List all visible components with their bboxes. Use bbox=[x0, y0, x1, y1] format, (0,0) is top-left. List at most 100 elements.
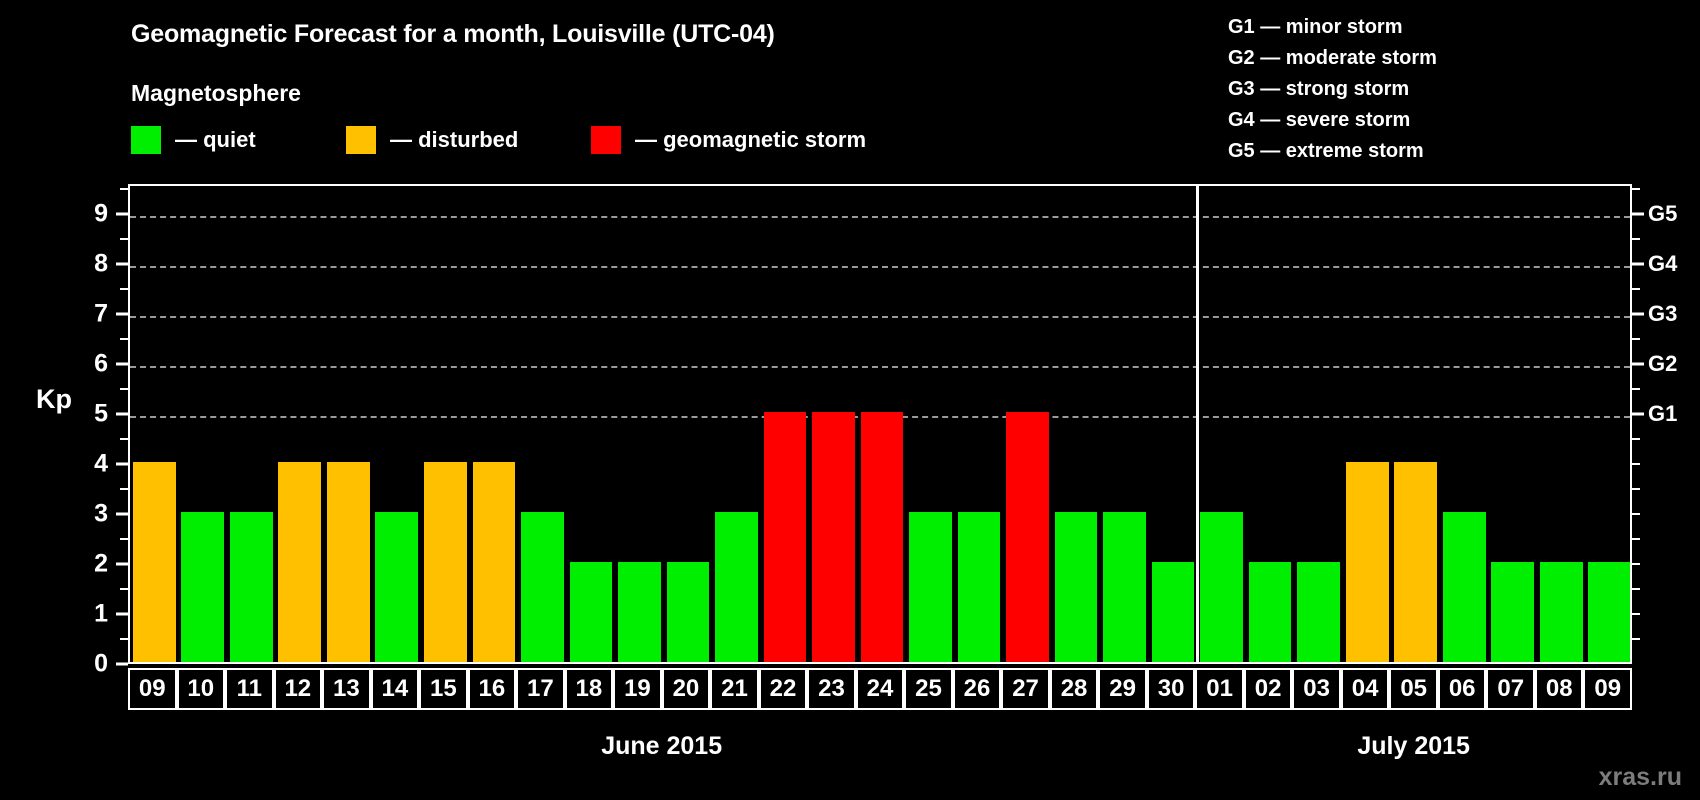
g-scale-row: G4 — severe storm bbox=[1228, 109, 1411, 131]
day-label-box[interactable]: 05 bbox=[1389, 668, 1438, 710]
bar[interactable] bbox=[666, 562, 710, 662]
day-label-box[interactable]: 01 bbox=[1195, 668, 1244, 710]
day-label-box[interactable]: 09 bbox=[1583, 668, 1632, 710]
g-tick-minor bbox=[1632, 438, 1640, 440]
bar[interactable] bbox=[1006, 412, 1049, 662]
page-title: Geomagnetic Forecast for a month, Louisv… bbox=[131, 20, 775, 48]
g-tick-minor bbox=[1632, 238, 1640, 240]
bar[interactable] bbox=[1054, 512, 1098, 662]
y-tick-minor bbox=[120, 488, 128, 490]
day-label-box[interactable]: 12 bbox=[273, 668, 323, 710]
g-tick-minor bbox=[1632, 538, 1640, 540]
day-label-box[interactable]: 11 bbox=[225, 668, 274, 710]
y-tick-mark bbox=[116, 262, 128, 266]
bar[interactable] bbox=[812, 412, 855, 662]
day-label-box[interactable]: 02 bbox=[1243, 668, 1293, 710]
day-label-box[interactable]: 19 bbox=[613, 668, 662, 710]
day-label-box[interactable]: 20 bbox=[661, 668, 711, 710]
day-label-box[interactable]: 26 bbox=[952, 668, 1002, 710]
month-label: July 2015 bbox=[1357, 732, 1470, 760]
y-tick-mark bbox=[116, 562, 128, 566]
bar[interactable] bbox=[1442, 512, 1486, 662]
bar[interactable] bbox=[957, 512, 1001, 662]
y-tick-minor bbox=[120, 538, 128, 540]
bar[interactable] bbox=[326, 462, 370, 662]
bar[interactable] bbox=[715, 512, 758, 662]
y-tick-minor bbox=[120, 388, 128, 390]
day-label-box[interactable]: 07 bbox=[1486, 668, 1535, 710]
day-label-box[interactable]: 14 bbox=[370, 668, 420, 710]
bar[interactable] bbox=[181, 512, 225, 662]
bar[interactable] bbox=[569, 562, 613, 662]
bar[interactable] bbox=[132, 462, 176, 662]
bar[interactable] bbox=[1539, 562, 1583, 662]
legend-label: — geomagnetic storm bbox=[635, 127, 867, 152]
day-label-box[interactable]: 13 bbox=[322, 668, 371, 710]
bar[interactable] bbox=[1200, 512, 1243, 662]
day-label-box[interactable]: 27 bbox=[1001, 668, 1050, 710]
day-label-box[interactable]: 29 bbox=[1098, 668, 1147, 710]
day-label-box[interactable]: 08 bbox=[1534, 668, 1584, 710]
g-tick-minor bbox=[1632, 263, 1640, 265]
g-tick-label: G5 bbox=[1648, 201, 1678, 226]
y-tick-label: 4 bbox=[94, 449, 108, 478]
bar[interactable] bbox=[909, 512, 952, 662]
bar[interactable] bbox=[1345, 462, 1389, 662]
y-tick-mark bbox=[116, 412, 128, 416]
bar[interactable] bbox=[1103, 512, 1146, 662]
month-label: June 2015 bbox=[601, 732, 723, 760]
day-label-box[interactable]: 04 bbox=[1340, 668, 1390, 710]
day-label-box[interactable]: 24 bbox=[855, 668, 905, 710]
legend-swatch-icon bbox=[591, 126, 621, 154]
day-label-box[interactable]: 25 bbox=[904, 668, 953, 710]
day-label-box[interactable]: 10 bbox=[176, 668, 226, 710]
y-tick-minor bbox=[120, 238, 128, 240]
day-label-box[interactable]: 15 bbox=[419, 668, 468, 710]
day-label-box[interactable]: 17 bbox=[516, 668, 565, 710]
y-tick-label: 6 bbox=[94, 349, 108, 378]
day-label-box[interactable]: 23 bbox=[807, 668, 856, 710]
day-label-box[interactable]: 06 bbox=[1437, 668, 1487, 710]
y-tick-label: 0 bbox=[94, 649, 108, 678]
y-axis-title: Kp bbox=[36, 384, 72, 414]
gridline bbox=[130, 266, 1630, 268]
day-label-box[interactable]: 21 bbox=[710, 668, 759, 710]
plot-area bbox=[130, 186, 1630, 662]
day-label-box[interactable]: 18 bbox=[564, 668, 614, 710]
bar[interactable] bbox=[424, 462, 467, 662]
y-tick-mark bbox=[116, 212, 128, 216]
y-tick-minor bbox=[120, 638, 128, 640]
y-tick-minor bbox=[120, 588, 128, 590]
bar[interactable] bbox=[1151, 562, 1195, 662]
day-label-box[interactable]: 22 bbox=[758, 668, 808, 710]
bar[interactable] bbox=[860, 412, 904, 662]
bar[interactable] bbox=[1491, 562, 1535, 662]
day-label-box[interactable]: 09 bbox=[128, 668, 177, 710]
watermark: xras.ru bbox=[1598, 763, 1682, 791]
bar[interactable] bbox=[229, 512, 273, 662]
day-label-box[interactable]: 30 bbox=[1146, 668, 1196, 710]
bar[interactable] bbox=[1588, 562, 1630, 662]
bar[interactable] bbox=[1248, 562, 1292, 662]
day-label-box[interactable]: 28 bbox=[1049, 668, 1099, 710]
g-tick-label: G2 bbox=[1648, 351, 1678, 376]
bar[interactable] bbox=[521, 512, 564, 662]
y-tick-mark bbox=[116, 512, 128, 516]
g-tick-minor bbox=[1632, 188, 1640, 190]
g-scale-row: G2 — moderate storm bbox=[1228, 47, 1437, 69]
y-tick-mark bbox=[116, 462, 128, 466]
bar[interactable] bbox=[1297, 562, 1340, 662]
bar[interactable] bbox=[375, 512, 419, 662]
g-tick-minor bbox=[1632, 563, 1640, 565]
g-tick-minor bbox=[1632, 313, 1640, 315]
day-label-box[interactable]: 03 bbox=[1292, 668, 1341, 710]
day-label-box[interactable]: 16 bbox=[467, 668, 517, 710]
bar[interactable] bbox=[472, 462, 516, 662]
bar[interactable] bbox=[763, 412, 807, 662]
bar[interactable] bbox=[618, 562, 661, 662]
bar[interactable] bbox=[1394, 462, 1438, 662]
bar[interactable] bbox=[278, 462, 322, 662]
y-tick-label: 5 bbox=[94, 399, 108, 428]
y-tick-label: 3 bbox=[94, 499, 108, 528]
g-tick-minor bbox=[1632, 463, 1640, 465]
